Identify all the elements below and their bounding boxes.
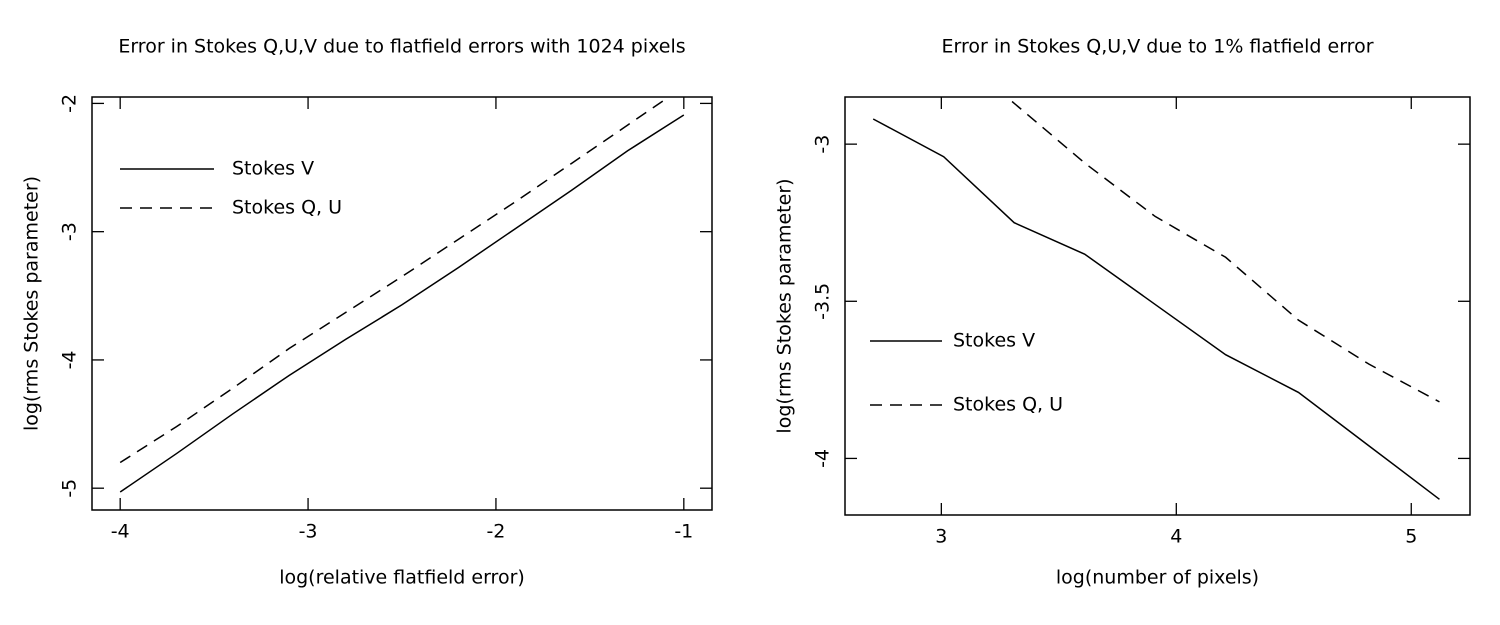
legend-label: Stokes Q, U: [953, 394, 1063, 416]
y-axis-label: log(rms Stokes parameter): [21, 176, 43, 431]
legend-label: Stokes V: [232, 158, 314, 180]
legend-label: Stokes Q, U: [232, 197, 342, 219]
x-tick-label: -3: [299, 521, 318, 543]
series-line: [1005, 97, 1440, 403]
y-tick-label: -3: [59, 222, 81, 241]
series-line: [119, 97, 671, 464]
x-tick-label: 3: [935, 526, 947, 548]
y-tick-label: -3: [812, 135, 834, 154]
y-axis-label: log(rms Stokes parameter): [774, 178, 796, 433]
x-axis-label: log(number of pixels): [1056, 567, 1259, 589]
y-tick-label: -2: [59, 94, 81, 113]
plot-frame: [91, 96, 713, 511]
y-tick-label: -4: [59, 350, 81, 369]
y-tick-label: -3.5: [812, 283, 834, 320]
x-tick-label: -1: [674, 521, 693, 543]
legend-label: Stokes V: [953, 330, 1035, 352]
x-tick-label: -2: [486, 521, 505, 543]
panel: Error in Stokes Q,U,V due to 1% flatfiel…: [774, 36, 1471, 589]
y-tick-label: -5: [59, 479, 81, 498]
x-tick-label: 5: [1405, 526, 1417, 548]
x-tick-label: -4: [111, 521, 130, 543]
x-axis-label: log(relative flatfield error): [279, 567, 525, 589]
chart-title: Error in Stokes Q,U,V due to 1% flatfiel…: [942, 36, 1374, 58]
x-tick-label: 4: [1170, 526, 1182, 548]
panel: Error in Stokes Q,U,V due to flatfield e…: [21, 36, 713, 589]
series-line: [119, 114, 685, 493]
plot-frame: [844, 96, 1471, 516]
y-tick-label: -4: [812, 449, 834, 468]
series-line: [872, 118, 1440, 500]
chart-title: Error in Stokes Q,U,V due to flatfield e…: [118, 36, 685, 58]
